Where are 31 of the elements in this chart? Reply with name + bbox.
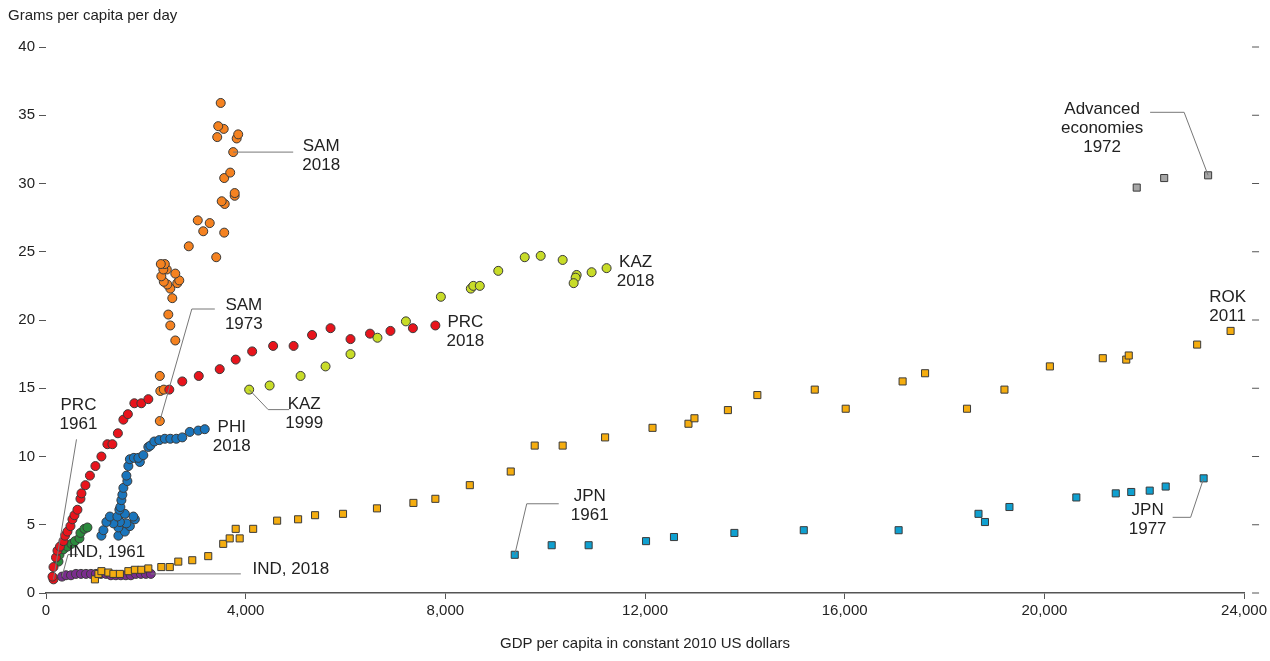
annotation: KAZ 2018 [616, 252, 655, 291]
annotation: SAM 1973 [224, 295, 263, 334]
annotation: JPN 1977 [1128, 499, 1167, 538]
annotation: IND, 2018 [252, 558, 330, 578]
annotation: PRC 2018 [446, 311, 485, 350]
x-tick-label: 0 [41, 601, 51, 619]
annotation: JPN 1961 [570, 485, 609, 524]
x-tick-label: 8,000 [426, 601, 465, 619]
annotation: Advanced economies 1972 [1061, 99, 1144, 156]
x-tick-label: 16,000 [821, 601, 868, 619]
y-tick-label: 30 [18, 173, 35, 191]
annotation: PHI 2018 [212, 417, 251, 456]
y-tick-label: 40 [18, 37, 35, 55]
x-axis-title: GDP per capita in constant 2010 US dollars [500, 634, 790, 652]
annotation: PRC 1961 [59, 394, 98, 433]
y-axis-title: Grams per capita per day [8, 6, 178, 24]
annotation: ROK 2011 [1209, 287, 1247, 326]
annotation: IND, 1961 [68, 542, 146, 562]
y-tick-label: 20 [18, 310, 35, 328]
y-tick-label: 35 [18, 105, 35, 123]
y-tick-label: 0 [26, 583, 35, 601]
y-tick-label: 5 [26, 514, 35, 532]
y-tick-label: 10 [18, 446, 35, 464]
y-tick-label: 15 [18, 378, 35, 396]
x-tick-label: 4,000 [226, 601, 265, 619]
annotation: KAZ 1999 [285, 393, 324, 432]
annotation: SAM 2018 [302, 136, 341, 175]
x-tick-label: 24,000 [1221, 601, 1268, 619]
x-tick-label: 12,000 [622, 601, 668, 619]
y-tick-label: 25 [18, 241, 35, 259]
x-tick-label: 20,000 [1021, 601, 1068, 619]
